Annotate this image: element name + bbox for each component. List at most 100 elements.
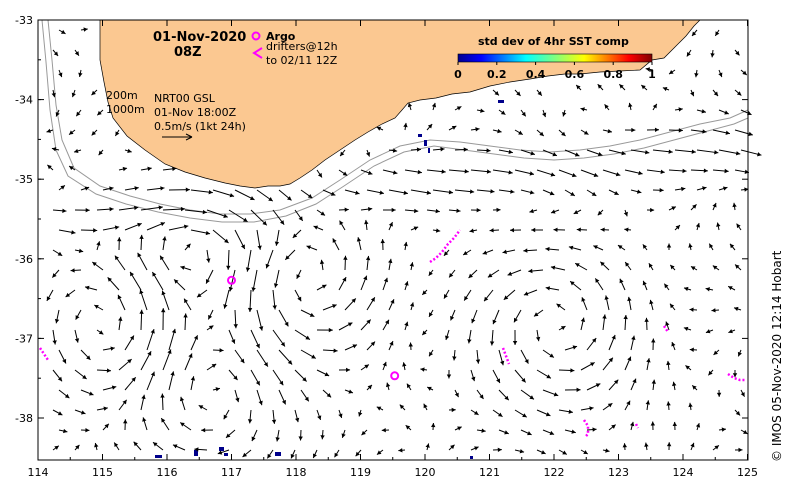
current-arrow-head bbox=[208, 325, 214, 330]
current-arrow-head bbox=[576, 227, 581, 232]
current-arrow-head bbox=[500, 110, 506, 115]
current-arrow-head bbox=[496, 378, 500, 383]
current-arrow-head bbox=[593, 245, 598, 250]
current-arrow-head bbox=[206, 258, 211, 263]
current-arrow-head bbox=[75, 315, 80, 320]
current-arrow-head bbox=[597, 151, 603, 157]
current-arrow-head bbox=[75, 444, 80, 450]
current-arrow-head bbox=[631, 127, 636, 133]
current-arrow-head bbox=[689, 347, 694, 352]
current-arrow-head bbox=[171, 328, 177, 334]
current-arrow-head bbox=[473, 410, 479, 415]
current-arrow-head bbox=[448, 189, 454, 195]
current-arrow-head bbox=[425, 443, 430, 448]
current-arrow-head bbox=[205, 279, 210, 284]
current-arrow-head bbox=[705, 329, 711, 334]
current-arrow-head bbox=[385, 382, 391, 388]
current-arrow-head bbox=[380, 239, 385, 244]
current-arrow-head bbox=[735, 411, 741, 416]
drifter-legend-to: to 02/11 12Z bbox=[266, 54, 338, 67]
current-arrow-head bbox=[409, 302, 415, 307]
current-arrow-head bbox=[137, 222, 142, 227]
current-arrow-head bbox=[666, 243, 672, 248]
current-arrow-head bbox=[298, 436, 303, 441]
current-arrow-head bbox=[435, 228, 441, 233]
current-arrow-head bbox=[454, 392, 459, 398]
current-arrow-head bbox=[114, 225, 120, 230]
current-arrow-head bbox=[650, 207, 655, 213]
current-arrow-head bbox=[713, 350, 718, 355]
current-arrow-head bbox=[403, 122, 408, 128]
argo-legend-label: Argo bbox=[266, 30, 296, 43]
current-arrow-head bbox=[571, 429, 576, 434]
current-arrow-head bbox=[205, 230, 211, 236]
current-arrow-head bbox=[736, 91, 742, 96]
current-arrow-head bbox=[549, 191, 555, 196]
current-arrow-head bbox=[296, 274, 301, 279]
current-arrow-head bbox=[351, 298, 356, 303]
current-arrow-head bbox=[133, 441, 138, 447]
current-arrow-head bbox=[398, 448, 403, 453]
current-arrow-head bbox=[553, 392, 559, 397]
current-arrow-head bbox=[735, 50, 740, 56]
current-arrow-head bbox=[494, 91, 499, 96]
current-arrow-head bbox=[486, 169, 492, 174]
current-arrow-head bbox=[671, 342, 676, 347]
current-arrow-head bbox=[94, 305, 99, 309]
current-arrow-head bbox=[529, 190, 535, 195]
current-arrow-head bbox=[740, 392, 745, 397]
drifter-track bbox=[501, 347, 511, 365]
current-arrow-head bbox=[267, 453, 272, 459]
current-arrow-head bbox=[366, 152, 371, 157]
current-arrow-head bbox=[139, 289, 144, 295]
current-arrow-head bbox=[137, 252, 142, 258]
x-tick-label: 123 bbox=[608, 466, 629, 479]
current-arrow-head bbox=[556, 303, 562, 308]
current-arrow-head bbox=[589, 406, 594, 411]
current-arrow-head bbox=[147, 351, 152, 356]
current-arrow-head bbox=[669, 303, 675, 309]
current-arrow-head bbox=[91, 131, 97, 136]
current-arrow-head bbox=[180, 206, 185, 212]
current-arrow-head bbox=[702, 186, 707, 191]
current-arrow-head bbox=[69, 166, 74, 171]
current-arrow-head bbox=[240, 244, 245, 249]
current-arrow-head bbox=[549, 353, 554, 358]
current-arrow-head bbox=[93, 228, 98, 233]
current-arrow-head bbox=[627, 296, 632, 302]
current-arrow-head bbox=[226, 265, 231, 270]
current-arrow-head bbox=[427, 386, 432, 391]
current-arrow-head bbox=[441, 169, 446, 174]
drifter-track bbox=[429, 229, 461, 264]
current-arrow-head bbox=[692, 385, 697, 390]
current-arrow-head bbox=[180, 265, 185, 270]
current-arrow-head bbox=[613, 379, 619, 385]
y-tick-label: -37 bbox=[15, 332, 33, 345]
current-arrow-head bbox=[464, 296, 469, 301]
current-arrow-head bbox=[367, 206, 373, 212]
current-arrow-head bbox=[429, 312, 433, 317]
current-arrow-head bbox=[60, 29, 66, 34]
current-arrow-head bbox=[57, 251, 63, 256]
current-arrow-head bbox=[320, 435, 325, 440]
current-arrow-head bbox=[486, 148, 491, 153]
current-arrow-head bbox=[682, 168, 687, 174]
current-arrow-head bbox=[231, 339, 236, 344]
current-arrow-head bbox=[736, 223, 741, 229]
current-arrow-head bbox=[523, 248, 528, 253]
current-arrow-head bbox=[450, 444, 455, 450]
current-arrow-head bbox=[422, 330, 427, 336]
current-arrow-head bbox=[304, 396, 309, 402]
current-arrow-head bbox=[107, 277, 112, 282]
current-arrow-head bbox=[188, 353, 193, 358]
current-arrow-head bbox=[568, 409, 573, 414]
current-arrow-head bbox=[549, 430, 555, 436]
current-arrow-head bbox=[332, 304, 337, 309]
current-arrow-head bbox=[531, 227, 536, 233]
current-arrow-head bbox=[533, 312, 539, 317]
current-arrow-head bbox=[388, 258, 393, 264]
current-arrow-head bbox=[183, 224, 189, 229]
current-arrow-head bbox=[709, 243, 714, 249]
current-arrow-head bbox=[123, 419, 128, 424]
current-arrow-head bbox=[186, 243, 191, 249]
